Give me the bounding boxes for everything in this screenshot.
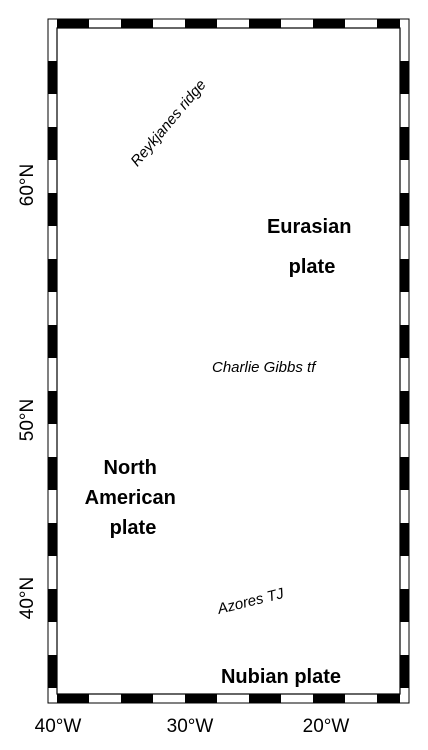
frame-inner [56, 27, 401, 695]
frame-tick-left [48, 325, 57, 358]
frame-tick-left [48, 523, 57, 556]
lon-label-30w: 30°W [167, 716, 214, 737]
frame-tick-left [48, 391, 57, 424]
map-frame [47, 18, 410, 704]
frame-tick-right [400, 61, 409, 94]
lat-label-50n: 50°N [17, 399, 38, 441]
charlie-gibbs-label: Charlie Gibbs tf [212, 359, 317, 376]
frame-tick-left [48, 193, 57, 226]
frame-outer [47, 18, 410, 704]
frame-tick-left [48, 61, 57, 94]
frame-tick-bottom [121, 694, 153, 703]
frame-tick-right [400, 655, 409, 688]
frame-tick-top [185, 19, 217, 28]
frame-tick-right [400, 457, 409, 490]
frame-tick-top [249, 19, 281, 28]
lat-label-60n: 60°N [17, 164, 38, 206]
eurasian-plate-label: Eurasian plate [267, 216, 357, 278]
frame-tick-right [400, 391, 409, 424]
frame-tick-right [400, 523, 409, 556]
frame-tick-left [48, 127, 57, 160]
frame-tick-bottom [57, 694, 89, 703]
frame-tick-top [121, 19, 153, 28]
frame-tick-top [377, 19, 400, 28]
nubian-plate-label: Nubian plate [221, 666, 341, 688]
frame-tick-left [48, 655, 57, 688]
frame-tick-left [48, 259, 57, 292]
north-american-plate-label: North American plate [85, 457, 182, 539]
frame-tick-right [400, 193, 409, 226]
frame-tick-right [400, 127, 409, 160]
frame-tick-left [48, 457, 57, 490]
frame-tick-bottom [313, 694, 345, 703]
lon-label-20w: 20°W [303, 716, 350, 737]
lat-label-40n: 40°N [17, 577, 38, 619]
frame-tick-bottom [249, 694, 281, 703]
frame-tick-top [57, 19, 89, 28]
frame-tick-right [400, 325, 409, 358]
frame-tick-right [400, 589, 409, 622]
frame-tick-top [313, 19, 345, 28]
frame-tick-right [400, 259, 409, 292]
lon-label-40w: 40°W [35, 716, 82, 737]
frame-tick-left [48, 589, 57, 622]
frame-tick-bottom [377, 694, 400, 703]
frame-tick-bottom [185, 694, 217, 703]
